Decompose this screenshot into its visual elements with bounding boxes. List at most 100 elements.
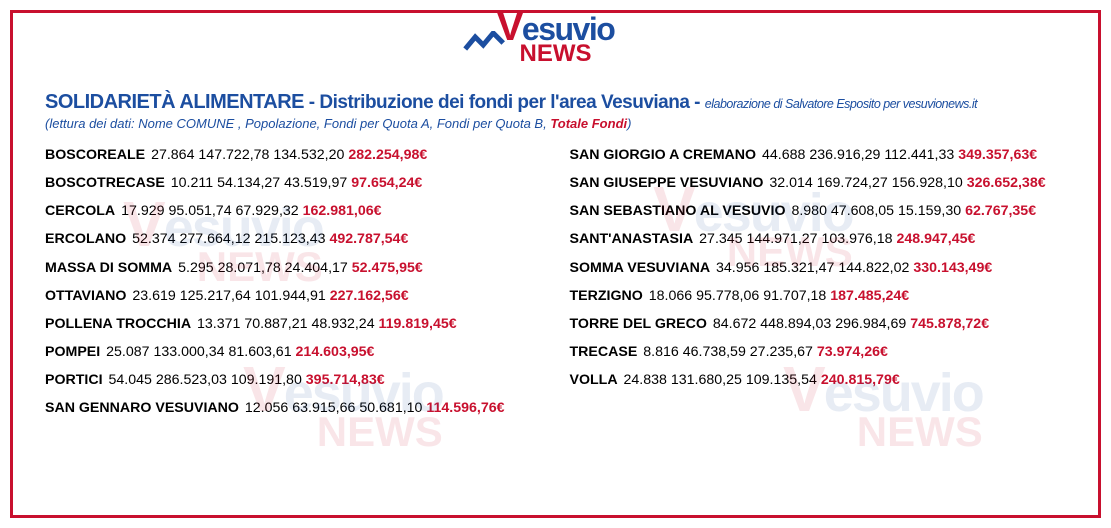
data-row: MASSA DI SOMMA 5.295 28.071,78 24.404,17… [45,260,542,276]
data-columns: BOSCOREALE 27.864 147.722,78 134.532,20 … [45,147,1066,428]
popolazione: 25.087 [106,344,149,360]
data-row: SANT'ANASTASIA 27.345 144.971,27 103.976… [570,231,1067,247]
comune-name: TERZIGNO [570,288,643,304]
quota-b: 109.191,80 [231,372,302,388]
data-row: POLLENA TROCCHIA 13.371 70.887,21 48.932… [45,316,542,332]
quota-a: 133.000,34 [154,344,225,360]
popolazione: 84.672 [713,316,756,332]
quota-a: 70.887,21 [244,316,307,332]
quota-b: 103.976,18 [822,231,893,247]
infographic-frame: VesuvioNEWS VesuvioNEWS VesuvioNEWS Vesu… [10,10,1101,518]
totale-fondi: 492.787,54€ [329,231,408,247]
quota-a: 147.722,78 [198,147,269,163]
popolazione: 8.980 [791,203,827,219]
data-row: SAN GENNARO VESUVIANO 12.056 63.915,66 5… [45,400,542,416]
popolazione: 13.371 [197,316,240,332]
totale-fondi: 248.947,45€ [896,231,975,247]
comune-name: POLLENA TROCCHIA [45,316,191,332]
comune-name: BOSCOTRECASE [45,175,165,191]
page-title: SOLIDARIETÀ ALIMENTARE - Distribuzione d… [45,91,1066,114]
totale-fondi: 326.652,38€ [967,175,1046,191]
quota-b: 91.707,18 [763,288,826,304]
data-row: SAN GIUSEPPE VESUVIANO 32.014 169.724,27… [570,175,1067,191]
quota-a: 125.217,64 [180,288,251,304]
data-row: TRECASE 8.816 46.738,59 27.235,67 73.974… [570,344,1067,360]
quota-a: 131.680,25 [671,372,742,388]
quota-a: 28.071,78 [218,260,281,276]
popolazione: 27.864 [151,147,194,163]
quota-b: 48.932,24 [311,316,374,332]
data-row: SAN SEBASTIANO AL VESUVIO 8.980 47.608,0… [570,203,1067,219]
popolazione: 12.056 [245,400,288,416]
quota-b: 43.519,97 [284,175,347,191]
quota-b: 134.532,20 [273,147,344,163]
data-row: CERCOLA 17.929 95.051,74 67.929,32 162.9… [45,203,542,219]
quota-b: 215.123,43 [254,231,325,247]
popolazione: 17.929 [121,203,164,219]
quota-a: 63.915,66 [292,400,355,416]
comune-name: POMPEI [45,344,100,360]
popolazione: 8.816 [643,344,679,360]
comune-name: SAN GIORGIO A CREMANO [570,147,757,163]
quota-a: 46.738,59 [683,344,746,360]
popolazione: 5.295 [178,260,214,276]
quota-b: 15.159,30 [898,203,961,219]
totale-fondi: 73.974,26€ [817,344,888,360]
quota-a: 169.724,27 [817,175,888,191]
column-right: SAN GIORGIO A CREMANO 44.688 236.916,29 … [570,147,1067,428]
totale-fondi: 119.819,45€ [379,316,457,332]
column-left: BOSCOREALE 27.864 147.722,78 134.532,20 … [45,147,542,428]
totale-fondi: 52.475,95€ [352,260,423,276]
data-row: BOSCOTRECASE 10.211 54.134,27 43.519,97 … [45,175,542,191]
logo-zigzag-icon [463,31,509,53]
legend: (lettura dei dati: Nome COMUNE , Popolaz… [45,116,1066,131]
quota-a: 286.523,03 [156,372,227,388]
popolazione: 23.619 [132,288,175,304]
quota-b: 112.441,33 [884,147,954,163]
popolazione: 54.045 [109,372,152,388]
data-row: SAN GIORGIO A CREMANO 44.688 236.916,29 … [570,147,1067,163]
totale-fondi: 745.878,72€ [910,316,989,332]
totale-fondi: 227.162,56€ [330,288,409,304]
quota-b: 67.929,32 [236,203,299,219]
data-row: ERCOLANO 52.374 277.664,12 215.123,43 49… [45,231,542,247]
quota-b: 24.404,17 [285,260,348,276]
data-row: TORRE DEL GRECO 84.672 448.894,03 296.98… [570,316,1067,332]
comune-name: ERCOLANO [45,231,126,247]
quota-b: 296.984,69 [835,316,906,332]
totale-fondi: 187.485,24€ [830,288,909,304]
quota-b: 109.135,54 [746,372,817,388]
comune-name: SANT'ANASTASIA [570,231,694,247]
comune-name: SAN GIUSEPPE VESUVIANO [570,175,764,191]
comune-name: SAN GENNARO VESUVIANO [45,400,239,416]
popolazione: 32.014 [769,175,812,191]
data-row: OTTAVIANO 23.619 125.217,64 101.944,91 2… [45,288,542,304]
data-row: POMPEI 25.087 133.000,34 81.603,61 214.6… [45,344,542,360]
quota-b: 144.822,02 [838,260,909,276]
totale-fondi: 240.815,79€ [821,372,900,388]
quota-b: 81.603,61 [228,344,291,360]
comune-name: CERCOLA [45,203,115,219]
quota-a: 185.321,47 [763,260,834,276]
popolazione: 44.688 [762,147,805,163]
quota-a: 47.608,05 [831,203,894,219]
data-row: TERZIGNO 18.066 95.778,06 91.707,18 187.… [570,288,1067,304]
popolazione: 27.345 [699,231,742,247]
totale-fondi: 97.654,24€ [351,175,422,191]
totale-fondi: 349.357,63€ [958,147,1037,163]
comune-name: BOSCOREALE [45,147,145,163]
popolazione: 34.956 [716,260,759,276]
totale-fondi: 62.767,35€ [965,203,1036,219]
totale-fondi: 282.254,98€ [348,147,427,163]
quota-a: 144.971,27 [747,231,818,247]
totale-fondi: 395.714,83€ [306,372,385,388]
quota-b: 50.681,10 [359,400,422,416]
quota-b: 156.928,10 [892,175,963,191]
data-row: PORTICI 54.045 286.523,03 109.191,80 395… [45,372,542,388]
comune-name: SAN SEBASTIANO AL VESUVIO [570,203,786,219]
comune-name: OTTAVIANO [45,288,126,304]
quota-a: 448.894,03 [760,316,831,332]
comune-name: TORRE DEL GRECO [570,316,707,332]
comune-name: TRECASE [570,344,638,360]
totale-fondi: 162.981,06€ [303,203,382,219]
